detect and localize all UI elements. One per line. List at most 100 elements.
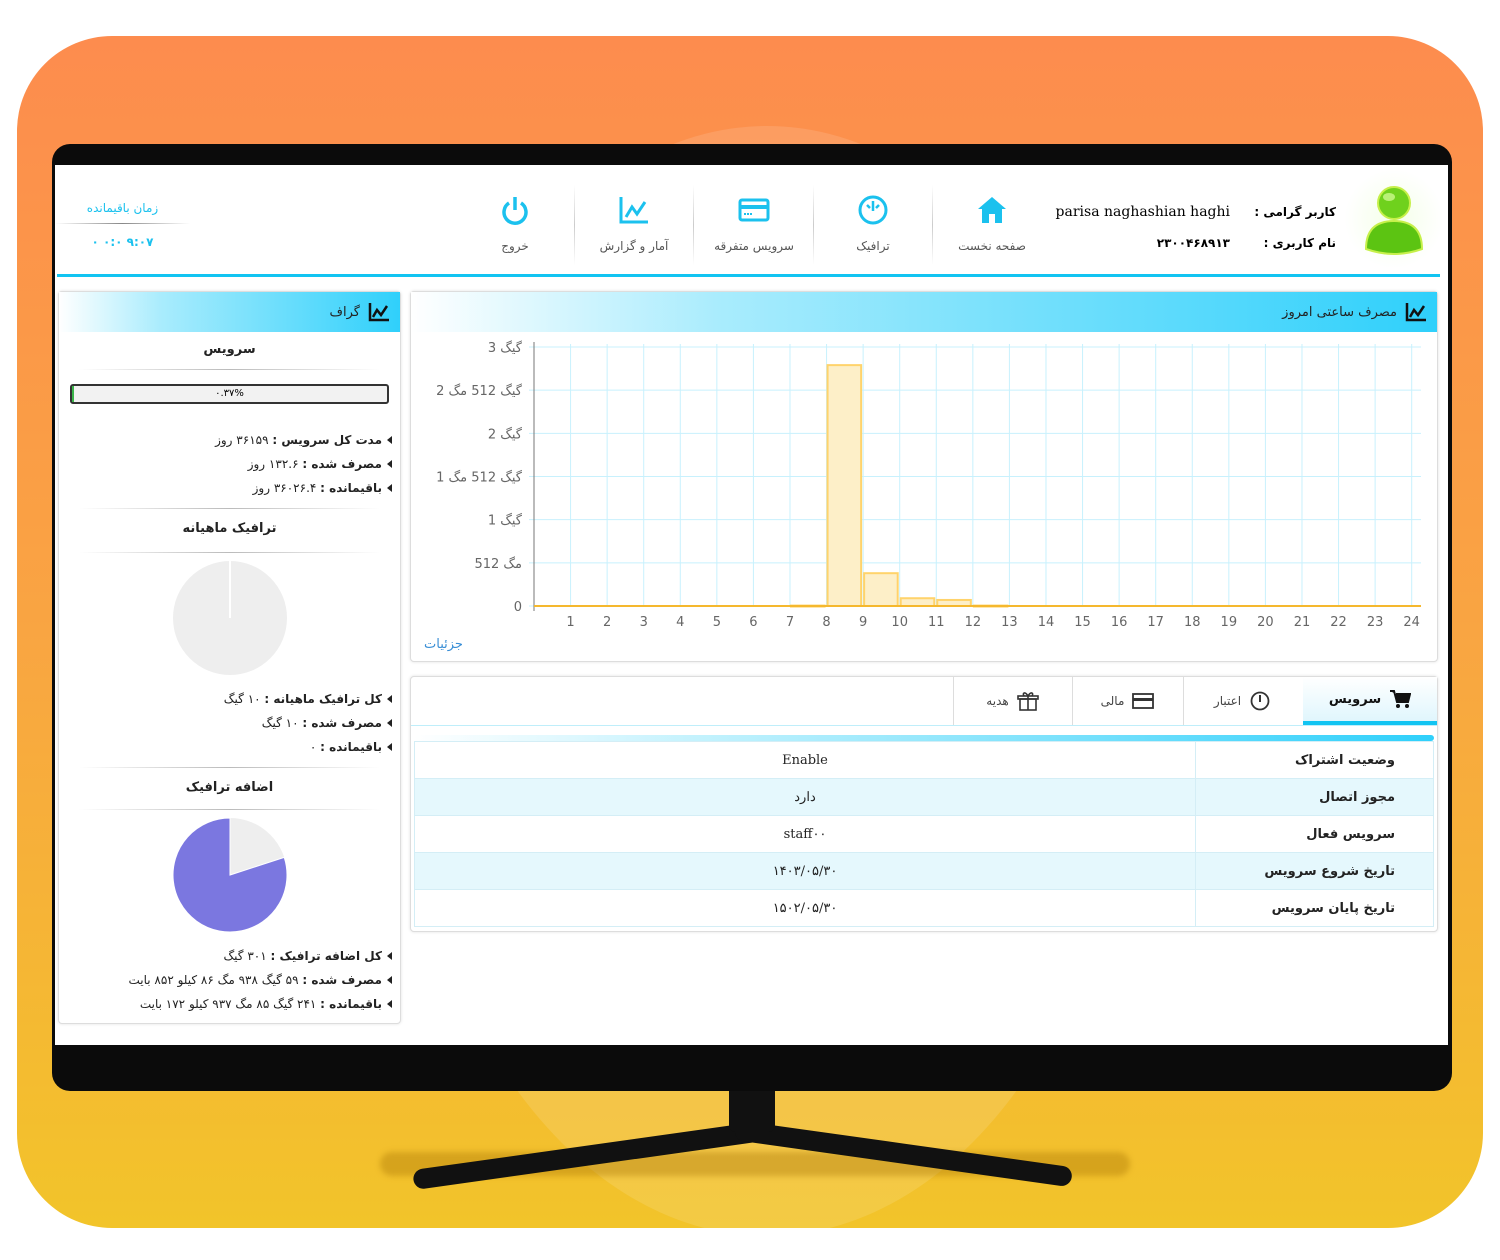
y-tick-label: 3 گیگ: [488, 340, 523, 356]
username-value: ۲۳۰۰۴۶۸۹۱۳: [1156, 236, 1230, 250]
x-tick-label: 21: [1294, 615, 1311, 630]
row-value: ۱۵۰۲/۰۵/۳۰: [414, 889, 1196, 927]
row-label: سرویس فعال: [1195, 815, 1434, 853]
nav-misc-services[interactable]: سرویس متفرقه: [695, 195, 813, 253]
service-details-panel: سرویس اعتبار مالی هدیه وضعیت اشتراک Enabl…: [410, 676, 1438, 932]
gauge-icon: [858, 195, 888, 225]
header-divider: [57, 274, 1440, 277]
x-tick-label: 7: [786, 615, 794, 630]
tab-service[interactable]: سرویس: [1303, 677, 1437, 725]
avatar: [1344, 169, 1444, 269]
x-tick-label: 1: [566, 615, 574, 630]
x-tick-label: 10: [891, 615, 908, 630]
x-tick-label: 3: [640, 615, 648, 630]
y-tick-label: 512 مگ: [474, 556, 522, 572]
list-item: کل اضافه ترافیک : ۳۰۱ گیگ: [59, 944, 400, 968]
x-tick-label: 4: [676, 615, 684, 630]
hourly-usage-panel: مصرف ساعتی امروز 0 512 مگ 1 گیگ 1 گیگ 512 م…: [410, 291, 1438, 662]
row-value: دارد: [414, 778, 1196, 816]
y-tick-label: 2 گیگ: [488, 426, 523, 442]
user-name: parisa naghashian haghi: [1055, 204, 1230, 220]
list-item: مصرف شده : ۱۳۲.۶ روز: [59, 452, 400, 476]
service-progress-bar: ۰.۳۷%: [70, 384, 389, 404]
x-tick-label: 14: [1038, 615, 1055, 630]
table-row: مجوز اتصال دارد: [414, 778, 1434, 816]
chart-icon: [619, 197, 648, 224]
list-item: مصرف شده : ۱۰ گیگ: [59, 711, 400, 735]
remaining-time: ۰ ۰:۰ ۹:۰۷: [91, 235, 154, 249]
row-value: staff۰۰: [414, 815, 1196, 853]
chart-icon: [1405, 303, 1426, 322]
x-tick-label: 8: [822, 615, 830, 630]
x-tick-label: 13: [1001, 615, 1018, 630]
x-tick-label: 6: [749, 615, 757, 630]
monthly-traffic-pie: [173, 561, 287, 675]
chart-icon: [368, 303, 389, 322]
row-label: تاریخ شروع سرویس: [1195, 852, 1434, 890]
row-label: مجوز اتصال: [1195, 778, 1434, 816]
x-tick-label: 16: [1111, 615, 1128, 630]
list-item: مدت کل سرویس : ۳۶۱۵۹ روز: [59, 428, 400, 452]
x-tick-label: 12: [965, 615, 982, 630]
power-icon: [502, 197, 528, 225]
x-tick-label: 2: [603, 615, 611, 630]
panel-title: مصرف ساعتی امروز: [1282, 304, 1397, 320]
nav-home[interactable]: صفحه نخست: [933, 195, 1051, 253]
x-tick-label: 15: [1074, 615, 1091, 630]
y-tick-label: 2 گیگ 512 مگ: [436, 383, 523, 399]
y-tick-label: 0: [514, 600, 522, 615]
cart-icon: [1390, 690, 1412, 708]
list-item: باقیمانده : ۲۴۱ گیگ ۸۵ مگ ۹۳۷ کیلو ۱۷۲ ب…: [59, 992, 400, 1016]
bar: [826, 364, 863, 607]
nav-traffic[interactable]: ترافیک: [814, 195, 932, 253]
y-tick-label: 1 گیگ: [488, 513, 523, 529]
graph-panel: گراف سرویس ۰.۳۷% مدت کل سرویس : ۳۶۱۵۹ رو…: [58, 291, 401, 1024]
tab-gift[interactable]: هدیه: [953, 677, 1071, 725]
gauge-icon: [1250, 691, 1270, 711]
hourly-usage-chart: 0 512 مگ 1 گیگ 1 گیگ 512 مگ 2 گیگ 2 گیگ 512 م…: [436, 340, 1421, 630]
extra-heading: اضافه ترافیک: [185, 780, 274, 795]
list-item: باقیمانده : ۰: [59, 735, 400, 759]
row-label: تاریخ پایان سرویس: [1195, 889, 1434, 927]
table-row: وضعیت اشتراک Enable: [414, 741, 1434, 779]
monitor-neck: [729, 1088, 775, 1132]
table-row: تاریخ پایان سرویس ۱۵۰۲/۰۵/۳۰: [414, 889, 1434, 927]
user-label: کاربر گرامی :: [1254, 205, 1336, 219]
row-value: Enable: [414, 741, 1196, 779]
tab-credit[interactable]: اعتبار: [1183, 677, 1301, 725]
x-tick-label: 5: [713, 615, 721, 630]
tab-financial[interactable]: مالی: [1072, 677, 1182, 725]
gift-icon: [1016, 692, 1039, 711]
card-icon: [1132, 693, 1155, 709]
service-details-table: وضعیت اشتراک Enable مجوز اتصال دارد سرویس فع…: [414, 741, 1434, 927]
table-row: سرویس فعال staff۰۰: [414, 815, 1434, 853]
row-label: وضعیت اشتراک: [1195, 741, 1434, 779]
x-tick-label: 18: [1184, 615, 1201, 630]
screen: کاربر گرامی : نام کاربری : parisa naghas…: [55, 165, 1448, 1045]
y-tick-label: 1 گیگ 512 مگ: [436, 470, 523, 486]
details-link[interactable]: جزئیات: [424, 637, 463, 652]
x-tick-label: 23: [1367, 615, 1384, 630]
card-icon: [738, 198, 770, 222]
x-tick-label: 11: [928, 615, 945, 630]
x-tick-label: 17: [1147, 615, 1164, 630]
bar: [899, 597, 936, 608]
bar: [863, 572, 899, 607]
x-tick-label: 24: [1403, 615, 1420, 630]
home-icon: [978, 197, 1006, 223]
list-item: باقیمانده : ۳۶۰۲۶.۴ روز: [59, 476, 400, 500]
username-label: نام کاربری :: [1263, 236, 1336, 250]
pie-slice-remaining: [172, 817, 288, 933]
list-item: کل ترافیک ماهیانه : ۱۰ گیگ: [59, 687, 400, 711]
service-info-list: مدت کل سرویس : ۳۶۱۵۹ روز مصرف شده : ۱۳۲.…: [59, 428, 400, 500]
extra-traffic-pie: [172, 817, 288, 933]
panel-title: گراف: [329, 304, 360, 320]
service-heading: سرویس: [203, 342, 256, 357]
nav-reports[interactable]: آمار و گزارش: [575, 195, 693, 253]
table-row: تاریخ شروع سرویس ۱۴۰۳/۰۵/۳۰: [414, 852, 1434, 890]
x-tick-label: 20: [1257, 615, 1274, 630]
x-tick-label: 22: [1330, 615, 1347, 630]
remaining-time-label: زمان باقیمانده: [86, 201, 159, 215]
x-tick-label: 9: [859, 615, 867, 630]
nav-logout[interactable]: خروج: [456, 195, 574, 253]
